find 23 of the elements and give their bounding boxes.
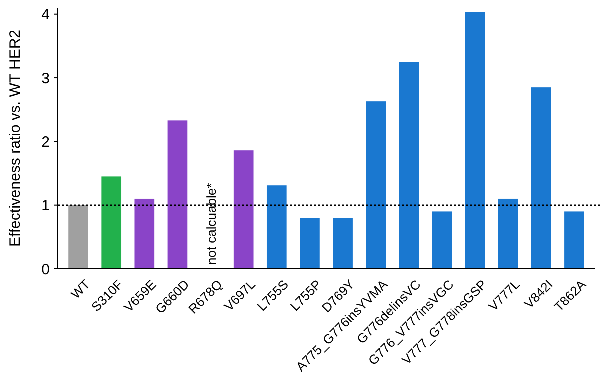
bar: [102, 176, 122, 269]
y-axis-title: Effectiveness ratio vs. WT HER2: [7, 30, 24, 248]
bar: [531, 88, 552, 269]
bar: [399, 62, 420, 269]
y-tick-label: 3: [42, 70, 50, 88]
bar: [266, 186, 287, 269]
bar: [498, 198, 518, 269]
bar: [68, 205, 88, 269]
bar: [300, 218, 320, 269]
bar: [134, 198, 155, 269]
bar: [333, 218, 353, 269]
bar: [465, 12, 486, 269]
bar: [234, 150, 254, 269]
bar: [168, 120, 188, 269]
x-tick-label: WT: [68, 276, 94, 302]
y-tick-label: 4: [42, 6, 50, 24]
y-tick-label: 2: [42, 134, 50, 151]
annotation: not calcuable*: [204, 183, 219, 265]
bar: [366, 102, 386, 269]
bar: [564, 212, 584, 269]
bar: [432, 212, 452, 269]
y-tick-label: 1: [42, 198, 50, 215]
y-tick-label: 0: [42, 261, 50, 278]
